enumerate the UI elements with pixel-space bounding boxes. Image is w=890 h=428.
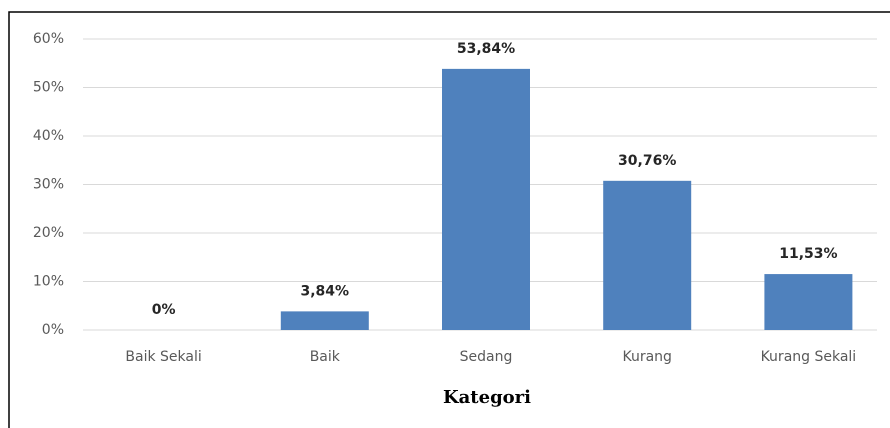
x-tick-label: Baik	[310, 349, 341, 365]
x-tick-label: Baik Sekali	[125, 349, 201, 365]
bar	[280, 311, 369, 330]
data-label: 0%	[152, 302, 176, 318]
y-tick-label: 40%	[33, 128, 64, 144]
y-tick-label: 30%	[33, 177, 64, 193]
bar	[442, 68, 530, 330]
x-tick-label: Sedang	[460, 349, 513, 365]
y-tick-label: 10%	[33, 274, 64, 290]
y-tick-label: 0%	[42, 322, 64, 338]
y-tick-label: 60%	[33, 31, 64, 47]
data-label: 11,53%	[779, 246, 837, 262]
bar	[764, 274, 853, 330]
frame	[8, 11, 890, 428]
x-axis-title: Kategori	[443, 387, 531, 408]
y-tick-label: 50%	[33, 80, 64, 96]
y-tick-label: 20%	[33, 225, 64, 241]
data-label: 3,84%	[301, 283, 350, 299]
data-label: 53,84%	[457, 41, 515, 57]
x-tick-label: Kurang	[622, 349, 671, 365]
bar	[603, 180, 692, 330]
data-label: 30,76%	[618, 153, 676, 169]
x-tick-label: Kurang Sekali	[761, 349, 857, 365]
